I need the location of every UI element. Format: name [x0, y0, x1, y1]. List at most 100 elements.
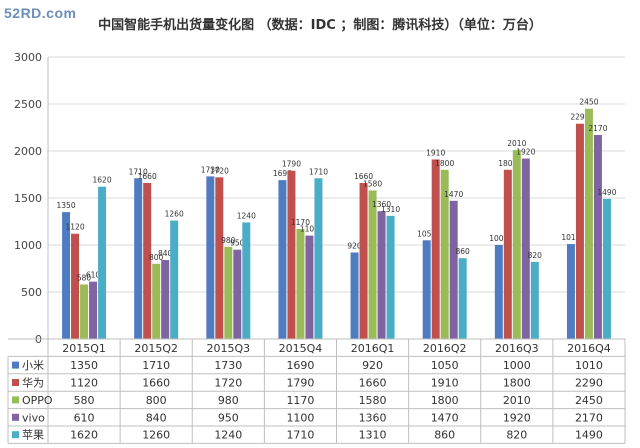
data-label: 2170: [588, 124, 607, 133]
data-label: 2290: [570, 113, 589, 122]
table-cell: 1170: [286, 394, 314, 407]
table-cell: 1580: [359, 394, 387, 407]
table-cell: 1660: [142, 377, 170, 390]
table-cell: 580: [74, 394, 95, 407]
y-tick-label: 2500: [14, 98, 42, 111]
table-cell: 1120: [70, 377, 98, 390]
bar: [386, 215, 395, 339]
table-cell: 1800: [431, 394, 459, 407]
table-cell: 1240: [214, 429, 242, 442]
category-label: 2015Q4: [279, 342, 323, 355]
bar: [71, 233, 80, 339]
bar: [593, 135, 602, 339]
bar: [89, 281, 98, 339]
data-label: 1050: [417, 229, 436, 238]
table-cell: 1470: [431, 411, 459, 424]
table-cell: 1910: [431, 377, 459, 390]
bar: [512, 150, 521, 339]
data-label: 1620: [93, 176, 112, 185]
data-label: 950: [230, 239, 245, 248]
data-label: 2010: [507, 139, 526, 148]
y-tick-label: 2000: [14, 145, 42, 158]
category-label: 2016Q2: [423, 342, 467, 355]
y-tick-label: 500: [21, 286, 42, 299]
table-cell: 1310: [359, 429, 387, 442]
bar: [314, 178, 323, 339]
legend-swatch: [12, 431, 19, 439]
bar: [224, 246, 233, 339]
bar: [458, 258, 467, 339]
category-label: 2015Q2: [134, 342, 178, 355]
table-cell: 1010: [575, 359, 603, 372]
data-label: 1800: [498, 159, 517, 168]
bar: [575, 123, 584, 340]
table-cell: 1490: [575, 429, 603, 442]
bar: [134, 178, 143, 339]
legend-label: vivo: [22, 411, 45, 424]
data-label: 820: [528, 251, 543, 260]
data-label: 1310: [381, 205, 400, 214]
bar: [422, 240, 431, 339]
data-label: 1710: [129, 167, 148, 176]
data-label: 580: [77, 273, 92, 282]
data-label: 610: [86, 271, 101, 280]
bar: [305, 235, 314, 339]
table-cell: 1000: [503, 359, 531, 372]
bar: [431, 159, 440, 339]
bar: [62, 212, 71, 339]
data-label: 1690: [273, 169, 292, 178]
bar: [80, 284, 89, 339]
y-tick-label: 1500: [14, 192, 42, 205]
table-cell: 1260: [142, 429, 170, 442]
bar: [602, 198, 611, 339]
bar: [98, 186, 107, 339]
table-cell: 610: [74, 411, 95, 424]
category-label: 2015Q1: [62, 342, 106, 355]
chart-title: 中国智能手机出货量变化图 （数据：IDC ；制图：腾讯科技）（单位：万台）: [98, 18, 542, 33]
data-label: 1790: [282, 160, 301, 169]
watermark-logo: 52RD.com: [4, 5, 77, 21]
y-tick-label: 3000: [14, 51, 42, 64]
bar: [152, 263, 161, 339]
data-label: 1240: [237, 211, 256, 220]
category-label: 2016Q1: [351, 342, 395, 355]
table-cell: 1790: [286, 377, 314, 390]
bar: [494, 245, 503, 339]
bar: [206, 176, 215, 339]
data-label: 1720: [210, 166, 229, 175]
table-cell: 2170: [575, 411, 603, 424]
table-cell: 1800: [503, 377, 531, 390]
bar: [584, 108, 593, 339]
table-cell: 1350: [70, 359, 98, 372]
data-label: 1800: [435, 159, 454, 168]
bar: [449, 200, 458, 339]
table-cell: 980: [218, 394, 239, 407]
table-cell: 1920: [503, 411, 531, 424]
category-label: 2016Q4: [567, 342, 611, 355]
bar: [521, 158, 530, 339]
y-tick-label: 1000: [14, 239, 42, 252]
legend-swatch: [12, 396, 19, 404]
legend-label: 小米: [22, 359, 44, 372]
table-cell: 2290: [575, 377, 603, 390]
data-label: 800: [149, 253, 164, 262]
table-cell: 1710: [142, 359, 170, 372]
bar: [233, 249, 242, 339]
data-label: 860: [456, 247, 471, 256]
data-label: 1360: [372, 200, 391, 209]
table-cell: 1360: [359, 411, 387, 424]
bar: [143, 182, 152, 339]
legend-swatch: [12, 379, 19, 386]
table-cell: 800: [146, 394, 167, 407]
table-cell: 1720: [214, 377, 242, 390]
bar: [242, 222, 251, 339]
legend-label: 苹果: [22, 428, 44, 442]
data-label: 2450: [579, 98, 598, 107]
table-cell: 1100: [286, 411, 314, 424]
data-label: 1010: [561, 233, 580, 242]
bar: [566, 244, 575, 339]
bar: [359, 182, 368, 339]
table-cell: 950: [218, 411, 239, 424]
data-label: 920: [347, 242, 362, 251]
category-label: 2016Q3: [495, 342, 539, 355]
